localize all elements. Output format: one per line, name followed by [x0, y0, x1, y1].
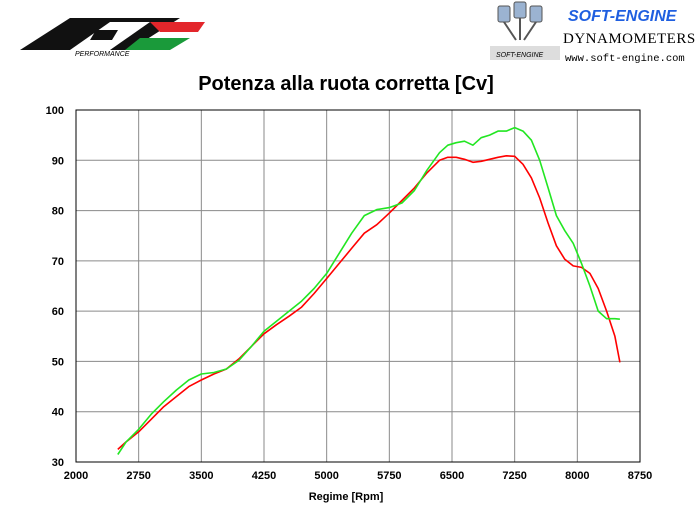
x-tick-label-7: 7250: [502, 470, 526, 482]
y-tick-label-1: 40: [52, 407, 64, 419]
y-tick-label-2: 50: [52, 356, 64, 368]
brand-logo-caption: PERFORMANCE: [75, 51, 130, 58]
plot-frame: [75, 109, 641, 463]
y-tick-label-6: 90: [52, 155, 64, 167]
x-tick-label-4: 5000: [314, 470, 338, 482]
y-tick-label-3: 60: [52, 306, 64, 318]
x-tick-labels: 2000 2750 3500 4250 5000 5750 6500 7250 8000 8750: [64, 470, 652, 482]
series-line-1: [117, 126, 620, 455]
brand-name: SOFT-ENGINE: [568, 8, 678, 25]
x-tick-label-1: 2750: [126, 470, 150, 482]
x-tick-label-6: 6500: [440, 470, 464, 482]
series-line-0: [117, 155, 621, 450]
y-tick-label-0: 30: [52, 457, 64, 469]
x-tick-label-8: 8000: [565, 470, 589, 482]
x-tick-label-0: 2000: [64, 470, 88, 482]
y-tick-label-7: 100: [46, 105, 64, 117]
x-tick-label-2: 3500: [189, 470, 213, 482]
brand-url: www.soft-engine.com: [565, 53, 685, 65]
chart-title: Potenza alla ruota corretta [Cv]: [198, 73, 494, 95]
y-tick-labels: 30 40 50 60 70 80 90 100: [46, 105, 64, 469]
x-tick-label-9: 8750: [628, 470, 652, 482]
y-tick-label-5: 80: [52, 206, 64, 218]
x-tick-label-5: 5750: [377, 470, 401, 482]
brand-stamp: SOFT-ENGINE: [496, 52, 544, 59]
x-tick-label-3: 4250: [252, 470, 276, 482]
brand-stamp-bg: [490, 46, 560, 60]
brand-pistons-icon: [497, 1, 543, 41]
series-lines: [117, 126, 621, 455]
brand-subtitle: DYNAMOMETERS: [563, 31, 696, 47]
x-axis-label: Regime [Rpm]: [309, 491, 384, 503]
brand-logo-left: [20, 18, 205, 50]
y-tick-label-4: 70: [52, 256, 64, 268]
